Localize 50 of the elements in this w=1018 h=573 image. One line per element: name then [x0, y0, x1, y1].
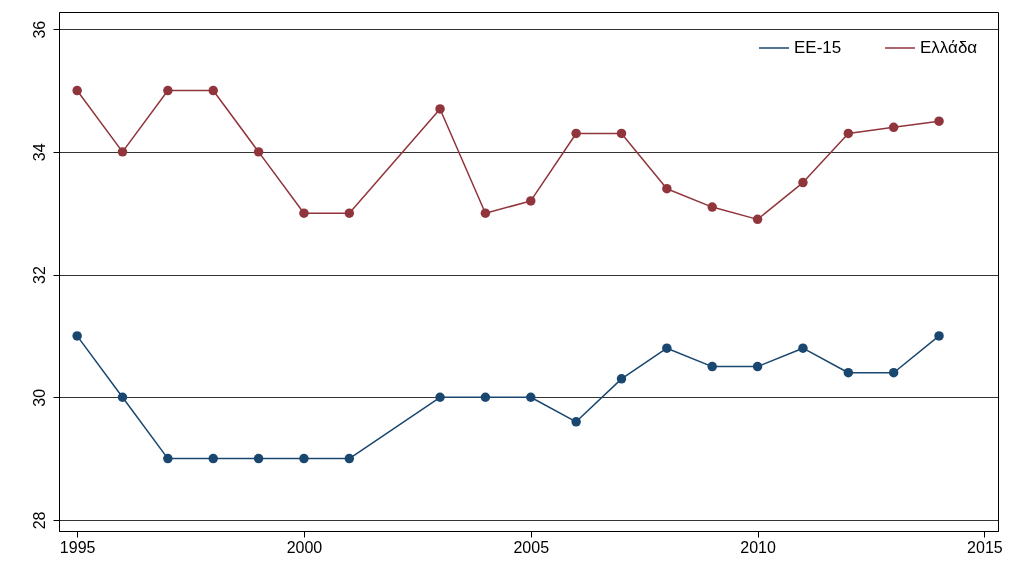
point: [253, 147, 264, 157]
y-tick-label: 30: [30, 388, 48, 407]
x-tick-label: 2005: [513, 538, 550, 556]
point: [72, 85, 82, 96]
legend-label: Ελλάδα: [920, 38, 978, 57]
point: [888, 122, 899, 133]
point: [344, 208, 355, 218]
point: [72, 331, 82, 341]
x-tick-label: 2010: [740, 538, 776, 556]
point: [662, 343, 672, 353]
y-tick-label: 36: [30, 20, 48, 39]
x-tick-label: 1995: [59, 538, 96, 556]
point: [117, 392, 128, 402]
point: [253, 453, 264, 464]
point: [571, 128, 581, 139]
point: [163, 85, 173, 96]
point: [752, 214, 763, 225]
point: [299, 208, 309, 218]
point: [435, 392, 445, 402]
point: [117, 147, 128, 157]
point: [888, 367, 899, 378]
point: [344, 453, 355, 464]
point: [526, 392, 536, 402]
point: [934, 331, 944, 341]
point: [616, 128, 627, 139]
point: [662, 183, 672, 194]
x-tick-label: 2015: [967, 538, 1003, 556]
point: [299, 453, 309, 464]
point: [208, 453, 218, 464]
point: [526, 196, 536, 206]
y-tick-label: 28: [30, 511, 48, 530]
point: [208, 85, 218, 96]
point: [798, 177, 808, 188]
point: [480, 208, 491, 218]
point: [480, 392, 491, 402]
point: [707, 202, 717, 212]
point: [843, 367, 854, 378]
point: [707, 361, 717, 372]
point: [843, 128, 854, 139]
point: [571, 417, 581, 427]
point: [934, 116, 944, 126]
y-tick-label: 32: [30, 266, 48, 284]
point: [752, 361, 763, 372]
legend-label: ΕΕ-15: [794, 38, 842, 57]
point: [163, 453, 173, 464]
point: [435, 104, 445, 114]
y-tick-label: 34: [30, 143, 48, 162]
point: [616, 374, 627, 384]
point: [798, 343, 808, 353]
x-tick-label: 2000: [286, 538, 323, 556]
